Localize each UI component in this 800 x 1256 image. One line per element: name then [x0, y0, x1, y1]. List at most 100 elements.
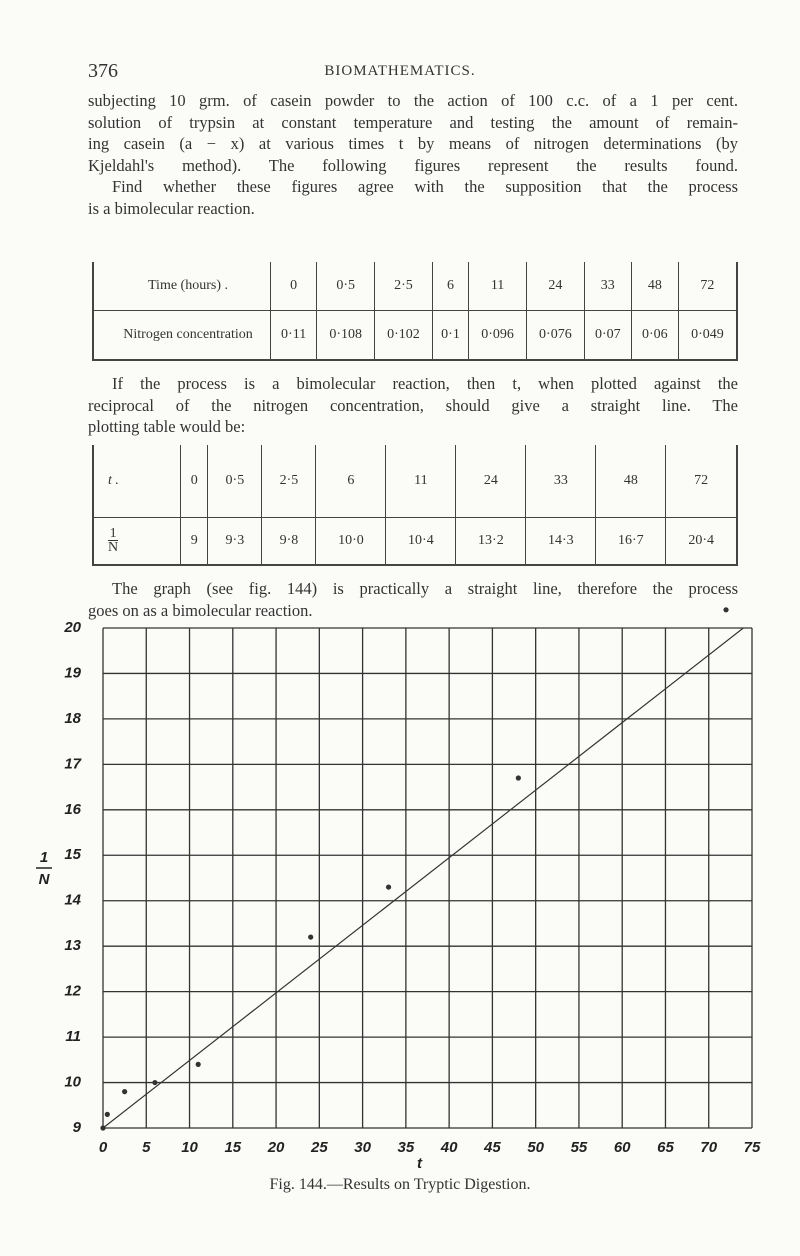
x-tick-label: 70 — [700, 1139, 717, 1156]
table-cell: 16·7 — [595, 517, 666, 565]
text-line: ing casein (a − x) at various times t by… — [88, 134, 738, 153]
table-row: t . 0 0·5 2·5 6 11 24 33 48 72 — [92, 445, 739, 518]
data-point — [515, 775, 521, 781]
table-cell: 0·11 — [269, 310, 317, 360]
row-header: Time (hours) . — [92, 262, 271, 311]
x-tick-label: 10 — [181, 1139, 198, 1156]
table-cell: 24 — [525, 262, 585, 311]
text-line: plotting table would be: — [88, 417, 246, 436]
table-cell: 11 — [468, 262, 527, 311]
y-tick-label: 20 — [63, 619, 81, 636]
data-point — [385, 884, 392, 890]
table-cell: 72 — [665, 445, 739, 518]
table-row: Time (hours) . 0 0·5 2·5 6 11 24 33 48 72 — [92, 262, 738, 311]
table-cell: 24 — [455, 445, 526, 518]
x-axis-label: t — [417, 1155, 423, 1172]
table-cell: 9 — [179, 517, 208, 565]
x-tick-label: 35 — [398, 1139, 415, 1156]
table-cell: 9·3 — [207, 517, 262, 565]
table-row: Nitrogen concentration 0·11 0·108 0·102 0·1 0… — [92, 310, 738, 360]
data-point — [122, 1089, 128, 1095]
table-cell: 6 — [431, 262, 469, 311]
page-number: 376 — [88, 60, 118, 82]
data-table: Time (hours) . 0 0·5 2·5 6 11 24 33 48 72 Nitrogen… — [92, 262, 738, 361]
table-cell: 10·4 — [385, 517, 456, 565]
table-cell: 2·5 — [261, 445, 316, 518]
x-tick-label: 60 — [614, 1139, 631, 1156]
table-cell: 2·5 — [374, 262, 433, 311]
y-tick-label: 17 — [64, 755, 81, 772]
text-line: Kjeldahl's method). The following figure… — [88, 155, 738, 175]
x-tick-label: 25 — [310, 1139, 328, 1156]
x-tick-label: 55 — [571, 1139, 588, 1156]
data-point — [308, 934, 314, 940]
x-tick-label: 40 — [440, 1139, 458, 1156]
table-cell: 0·1 — [431, 310, 469, 360]
table-cell: 0·07 — [583, 310, 632, 360]
table-cell: 14·3 — [525, 517, 596, 565]
x-tick-label: 65 — [657, 1139, 674, 1156]
text-line: solution of trypsin at constant temperat… — [88, 112, 738, 132]
y-tick-label: 14 — [64, 892, 81, 909]
table-cell: 0 — [179, 445, 208, 518]
x-tick-label: 20 — [267, 1139, 285, 1156]
text-line: The graph (see fig. 144) is practically … — [112, 579, 738, 598]
table-cell: 0·102 — [374, 310, 433, 360]
table-cell: 6 — [315, 445, 386, 518]
table-cell: 0·049 — [677, 310, 738, 360]
y-tick-label: 19 — [64, 664, 81, 681]
y-tick-label: 16 — [64, 801, 81, 818]
table-row: 1 N 9 9·3 9·8 10·0 10·4 13·2 14·3 16·7 20·4 — [92, 517, 739, 565]
text-line: subjecting 10 grm. of casein powder to t… — [88, 91, 738, 110]
y-tick-label: 12 — [64, 983, 81, 1000]
x-tick-label: 45 — [483, 1139, 501, 1156]
y-tick-label: 11 — [65, 1028, 81, 1045]
text-line: If the process is a bimolecular reaction… — [112, 374, 738, 393]
y-tick-label: 13 — [64, 937, 81, 954]
table-cell: 20·4 — [665, 517, 739, 565]
row-header: t . — [92, 445, 181, 518]
data-point — [195, 1061, 201, 1067]
row-header: Nitrogen concentration — [92, 310, 271, 360]
table-cell: 72 — [677, 262, 738, 311]
x-tick-label: 5 — [142, 1139, 151, 1156]
running-head: BIOMATHEMATICS. — [324, 63, 476, 79]
table-cell: 11 — [385, 445, 456, 518]
table-cell: 13·2 — [455, 517, 526, 565]
x-tick-label: 15 — [224, 1139, 241, 1156]
denominator: N — [108, 540, 119, 556]
x-tick-label: 50 — [527, 1139, 544, 1156]
table-cell: 33 — [583, 262, 632, 311]
y-axis-numerator: 1 — [40, 849, 48, 866]
text-line: goes on as a bimolecular reaction. — [88, 600, 313, 620]
plotting-table: t . 0 0·5 2·5 6 11 24 33 48 72 1 N 9 9·3 9·8 10·0 10·4 13… — [92, 445, 739, 566]
table-cell: 33 — [525, 445, 596, 518]
y-tick-label: 9 — [73, 1119, 82, 1136]
data-point — [723, 607, 729, 613]
table-cell: 0·06 — [630, 310, 679, 360]
table-cell: 0·5 — [316, 262, 375, 311]
x-tick-label: 30 — [354, 1139, 371, 1156]
paragraph: subjecting 10 grm. of casein powder to t… — [88, 90, 738, 219]
paragraph: The graph (see fig. 144) is practically … — [88, 578, 738, 621]
table-cell: 10·0 — [315, 517, 386, 565]
table-cell: 9·8 — [261, 517, 316, 565]
data-point — [104, 1111, 110, 1117]
y-tick-label: 18 — [64, 710, 81, 727]
table-cell: 48 — [630, 262, 679, 311]
y-tick-label: 15 — [64, 846, 81, 863]
table-cell: 48 — [595, 445, 666, 518]
table-cell: 0·5 — [207, 445, 262, 518]
text-line: Find whether these figures agree with th… — [112, 177, 738, 196]
data-point — [152, 1079, 158, 1086]
table-cell: 0·076 — [525, 310, 585, 360]
y-tick-label: 10 — [64, 1074, 81, 1091]
x-tick-label: 75 — [744, 1139, 761, 1156]
text-line: reciprocal of the nitrogen concentration… — [88, 395, 738, 415]
table-cell: 0·108 — [316, 310, 375, 360]
numerator: 1 — [109, 526, 117, 542]
